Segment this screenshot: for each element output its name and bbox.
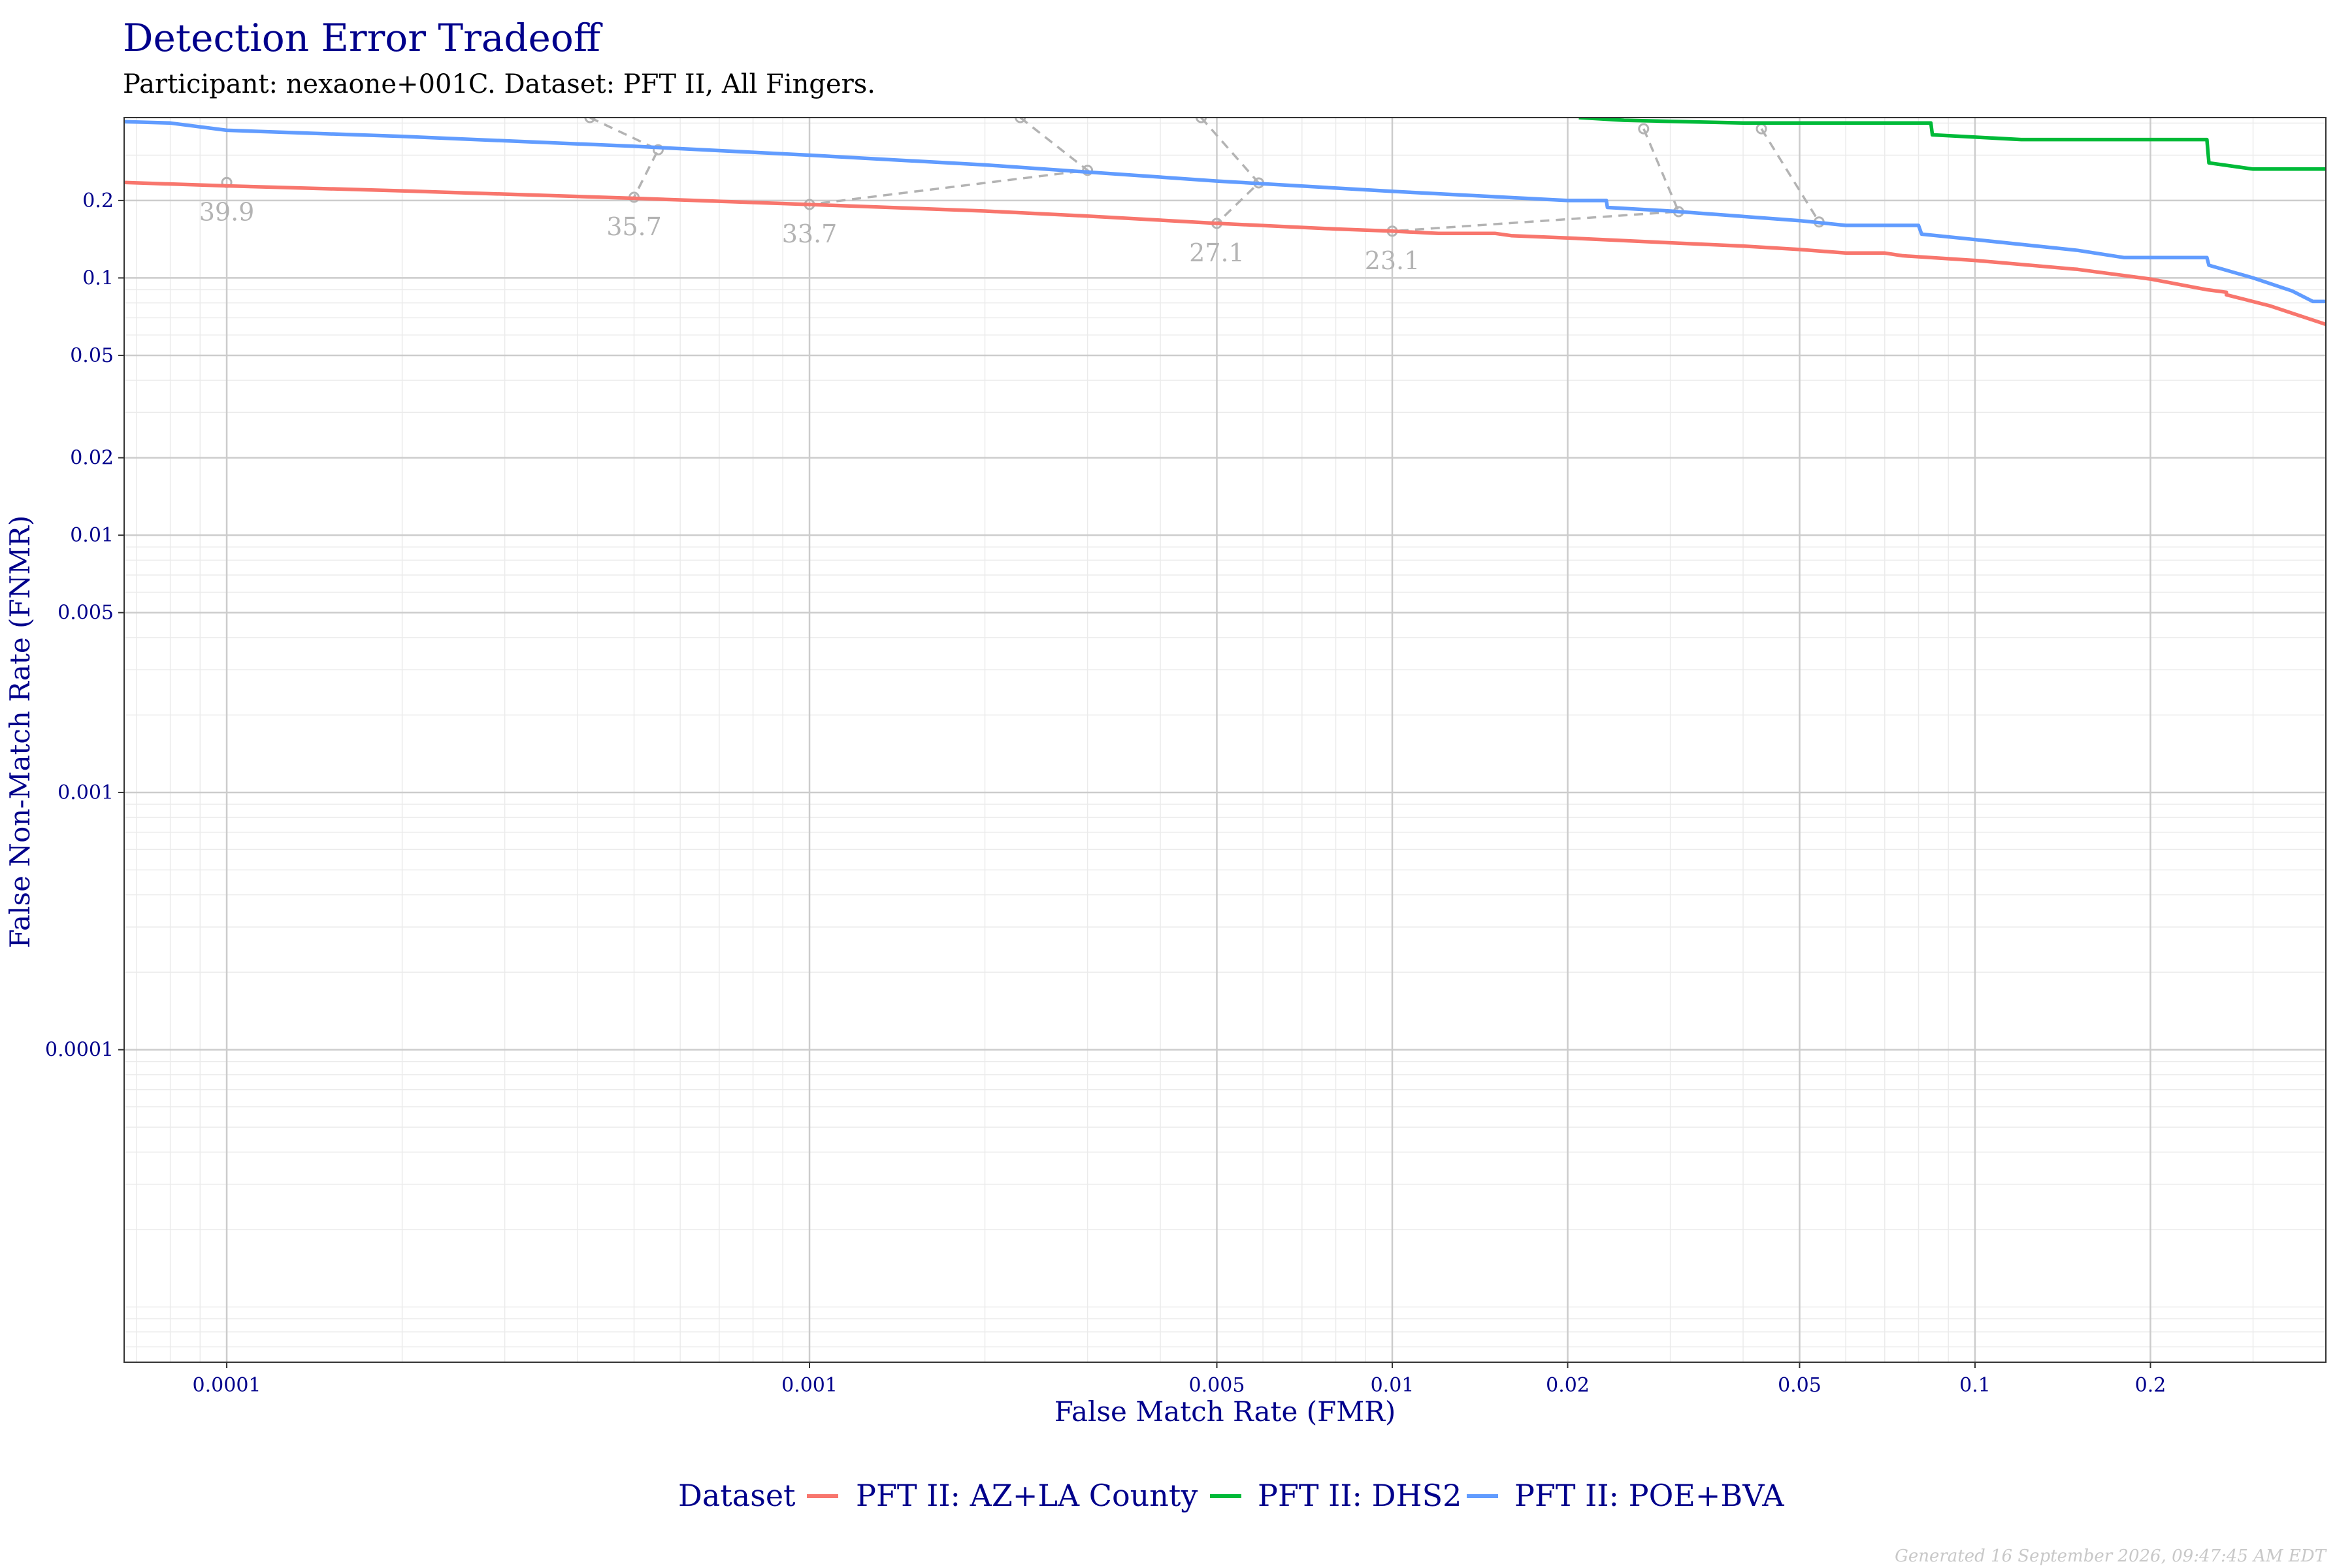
threshold-connector [589,118,660,198]
y-tick-label: 0.02 [70,447,114,470]
series-lines [124,118,2326,327]
x-axis-title: False Match Rate (FMR) [1054,1396,1396,1428]
generated-footer: Generated 16 September 2026, 09:47:45 AM… [1895,1546,2327,1566]
x-axis-ticks: 0.0001 0.001 0.005 0.01 0.02 0.05 0.1 0.2 [193,1362,2166,1397]
x-tick-label: 0.005 [1189,1374,1245,1397]
threshold-label: 27.1 [1189,238,1245,267]
legend-label-az-la: PFT II: AZ+LA County [856,1478,1198,1513]
threshold-label: 23.1 [1365,246,1420,275]
y-axis-ticks: 0.0001 0.001 0.005 0.01 0.02 0.05 0.1 0.2 [45,189,124,1062]
threshold-marker [584,118,596,123]
threshold-label: 35.7 [606,212,662,241]
x-tick-label: 0.2 [2135,1374,2166,1397]
y-tick-label: 0.05 [70,344,114,367]
series-line-dhs2 [1578,118,2326,171]
chart-subtitle: Participant: nexaone+001C. Dataset: PFT … [123,69,875,99]
x-tick-label: 0.01 [1371,1374,1414,1397]
series-line-az-la [124,180,2326,327]
y-tick-label: 0.0001 [45,1039,114,1062]
threshold-labels: 39.9 35.7 33.7 27.1 23.1 [199,197,1420,275]
y-tick-label: 0.1 [82,267,114,289]
threshold-marker [1196,118,1207,123]
threshold-label: 39.9 [199,197,255,226]
threshold-connector [1760,128,1820,223]
threshold-label: 33.7 [782,220,838,248]
major-grid [124,118,2326,1362]
x-tick-label: 0.1 [1959,1374,1991,1397]
x-tick-label: 0.05 [1778,1374,1821,1397]
y-tick-label: 0.01 [70,524,114,547]
threshold-marker [1638,123,1650,135]
y-tick-label: 0.001 [57,781,114,804]
legend-label-dhs2: PFT II: DHS2 [1258,1478,1462,1513]
x-tick-label: 0.0001 [193,1374,261,1397]
threshold-marker [652,144,664,155]
y-axis-title: False Non-Match Rate (FNMR) [4,515,36,949]
y-tick-label: 0.005 [57,602,114,625]
x-tick-label: 0.02 [1546,1374,1590,1397]
threshold-marker [1015,118,1026,123]
chart-title: Detection Error Tradeoff [123,16,603,60]
plot-panel-border [123,117,2327,1363]
series-line-poe-bva [124,120,2326,304]
legend-title: Dataset [678,1478,796,1513]
y-tick-label: 0.2 [82,189,114,212]
x-tick-label: 0.001 [781,1374,838,1397]
legend: Dataset PFT II: AZ+LA County PFT II: DHS… [678,1478,1784,1513]
legend-label-poe-bva: PFT II: POE+BVA [1514,1478,1784,1513]
